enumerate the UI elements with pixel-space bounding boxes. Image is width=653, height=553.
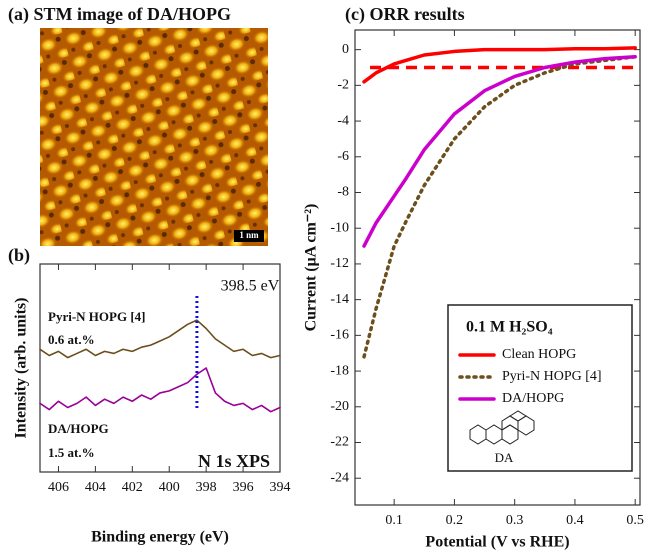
y-axis-label: Intensity (arb. units)	[13, 298, 30, 439]
x-tick-label: 0.2	[446, 513, 464, 528]
legend-label: Pyri-N HOPG [4]	[502, 369, 602, 384]
panel-title: (a) STM image of DA/HOPG	[8, 4, 231, 25]
y-tick-label: -24	[330, 470, 349, 485]
ann-pyri-at: 0.6 at.%	[48, 332, 95, 347]
ann-energy: 398.5 eV	[221, 278, 280, 295]
ann-da: DA/HOPG	[48, 421, 109, 436]
y-tick-label: -10	[330, 220, 349, 235]
x-tick-label: 402	[122, 480, 143, 495]
x-tick-label: 400	[159, 480, 180, 495]
y-tick-label: -22	[330, 435, 349, 450]
legend-label: DA/HOPG	[502, 391, 564, 406]
ann-xps: N 1s XPS	[198, 451, 270, 471]
figure: (a) STM image of DA/HOPG 1 nm (b) 406 404 402…	[0, 0, 653, 553]
y-tick-label: -18	[330, 363, 349, 378]
y-axis-label: Current (μA cm⁻²)	[303, 204, 320, 332]
y-tick-label: 0	[342, 42, 349, 57]
y-tick-label: -12	[330, 256, 349, 271]
y-tick-label: -6	[337, 149, 349, 164]
y-tick-label: -16	[330, 328, 349, 343]
y-tick-label: -4	[337, 113, 349, 128]
molecule-label: DA	[495, 450, 514, 465]
legend-label: Clean HOPG	[502, 347, 576, 362]
y-tick-label: -20	[330, 399, 349, 414]
stm-image	[40, 28, 268, 246]
y-tick-label: -8	[337, 185, 349, 200]
x-axis-label: Binding energy (eV)	[91, 529, 229, 546]
panel-title: (b)	[8, 245, 30, 266]
x-tick-label: 0.1	[385, 513, 403, 528]
ann-pyri: Pyri-N HOPG [4]	[48, 309, 145, 324]
x-axis-label: Potential (V vs RHE)	[425, 534, 569, 551]
panel-title: (c) ORR results	[345, 4, 465, 25]
y-tick-label: -2	[337, 78, 349, 93]
x-tick-label: 404	[85, 480, 106, 495]
x-tick-label: 406	[48, 480, 69, 495]
legend-title: 0.1 M H₂SO₄	[466, 319, 553, 336]
data-line	[40, 368, 280, 412]
data-line	[364, 48, 635, 82]
x-tick-label: 0.3	[506, 513, 524, 528]
x-tick-label: 398	[196, 480, 217, 495]
x-tick-label: 0.5	[626, 513, 644, 528]
data-line	[364, 57, 635, 246]
scale-label: 1 nm	[239, 230, 259, 240]
x-tick-label: 396	[233, 480, 254, 495]
x-tick-label: 0.4	[566, 513, 584, 528]
ann-da-at: 1.5 at.%	[48, 445, 95, 460]
y-tick-label: -14	[330, 292, 349, 307]
x-tick-label: 394	[270, 480, 291, 495]
plot-frame	[40, 264, 280, 472]
